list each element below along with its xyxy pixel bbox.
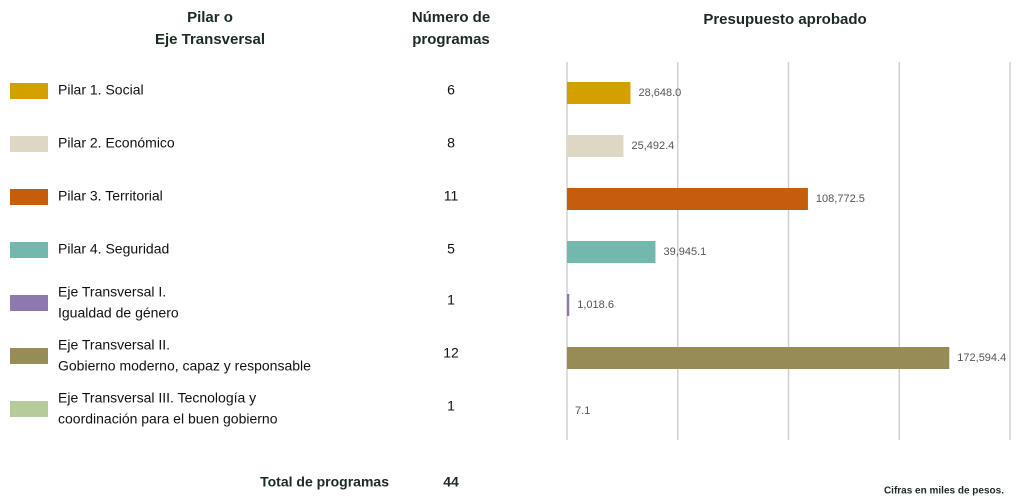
category-label: Eje Transversal I. <box>58 284 166 300</box>
category-label: Eje Transversal II. <box>58 337 170 353</box>
program-count: 1 <box>447 398 455 414</box>
column-header: Eje Transversal <box>155 31 265 48</box>
note: Cifras en miles de pesos. <box>884 486 1004 497</box>
legend-swatch <box>10 401 48 417</box>
value-label: 172,594.4 <box>957 352 1006 364</box>
total-label: Total de programas <box>260 474 389 490</box>
column-header: Pilar o <box>187 9 233 26</box>
bar <box>567 82 631 104</box>
value-label: 108,772.5 <box>816 193 865 205</box>
program-count: 1 <box>447 292 455 308</box>
column-header: Número de <box>412 9 490 26</box>
category-label: Gobierno moderno, capaz y responsable <box>58 358 311 374</box>
bar <box>567 241 656 263</box>
column-header: Presupuesto aprobado <box>703 11 866 28</box>
value-label: 39,945.1 <box>663 246 706 258</box>
value-label: 25,492.4 <box>631 140 674 152</box>
category-label: coordinación para el buen gobierno <box>58 411 278 427</box>
category-label: Igualdad de género <box>58 305 179 321</box>
value-label: 1,018.6 <box>577 299 614 311</box>
legend-swatch <box>10 295 48 311</box>
program-count: 12 <box>443 345 459 361</box>
legend-swatch <box>10 83 48 99</box>
category-label: Pilar 2. Económico <box>58 135 175 151</box>
program-count: 8 <box>447 135 455 151</box>
program-count: 5 <box>447 241 455 257</box>
category-label: Eje Transversal III. Tecnología y <box>58 390 256 406</box>
bar <box>567 188 808 210</box>
bar <box>567 135 624 157</box>
legend-swatch <box>10 189 48 205</box>
column-header: programas <box>412 31 490 48</box>
category-label: Pilar 1. Social <box>58 82 144 98</box>
total: 44 <box>443 474 459 490</box>
program-count: 11 <box>444 188 459 204</box>
legend-swatch <box>10 242 48 258</box>
legend-swatch <box>10 136 48 152</box>
program-count: 6 <box>447 82 455 98</box>
bar <box>567 294 570 316</box>
legend-swatch <box>10 348 48 364</box>
bar <box>567 347 950 369</box>
value-label: 28,648.0 <box>638 87 681 99</box>
value-label: 7.1 <box>575 405 590 417</box>
category-label: Pilar 4. Seguridad <box>58 241 169 257</box>
category-label: Pilar 3. Territorial <box>58 188 163 204</box>
